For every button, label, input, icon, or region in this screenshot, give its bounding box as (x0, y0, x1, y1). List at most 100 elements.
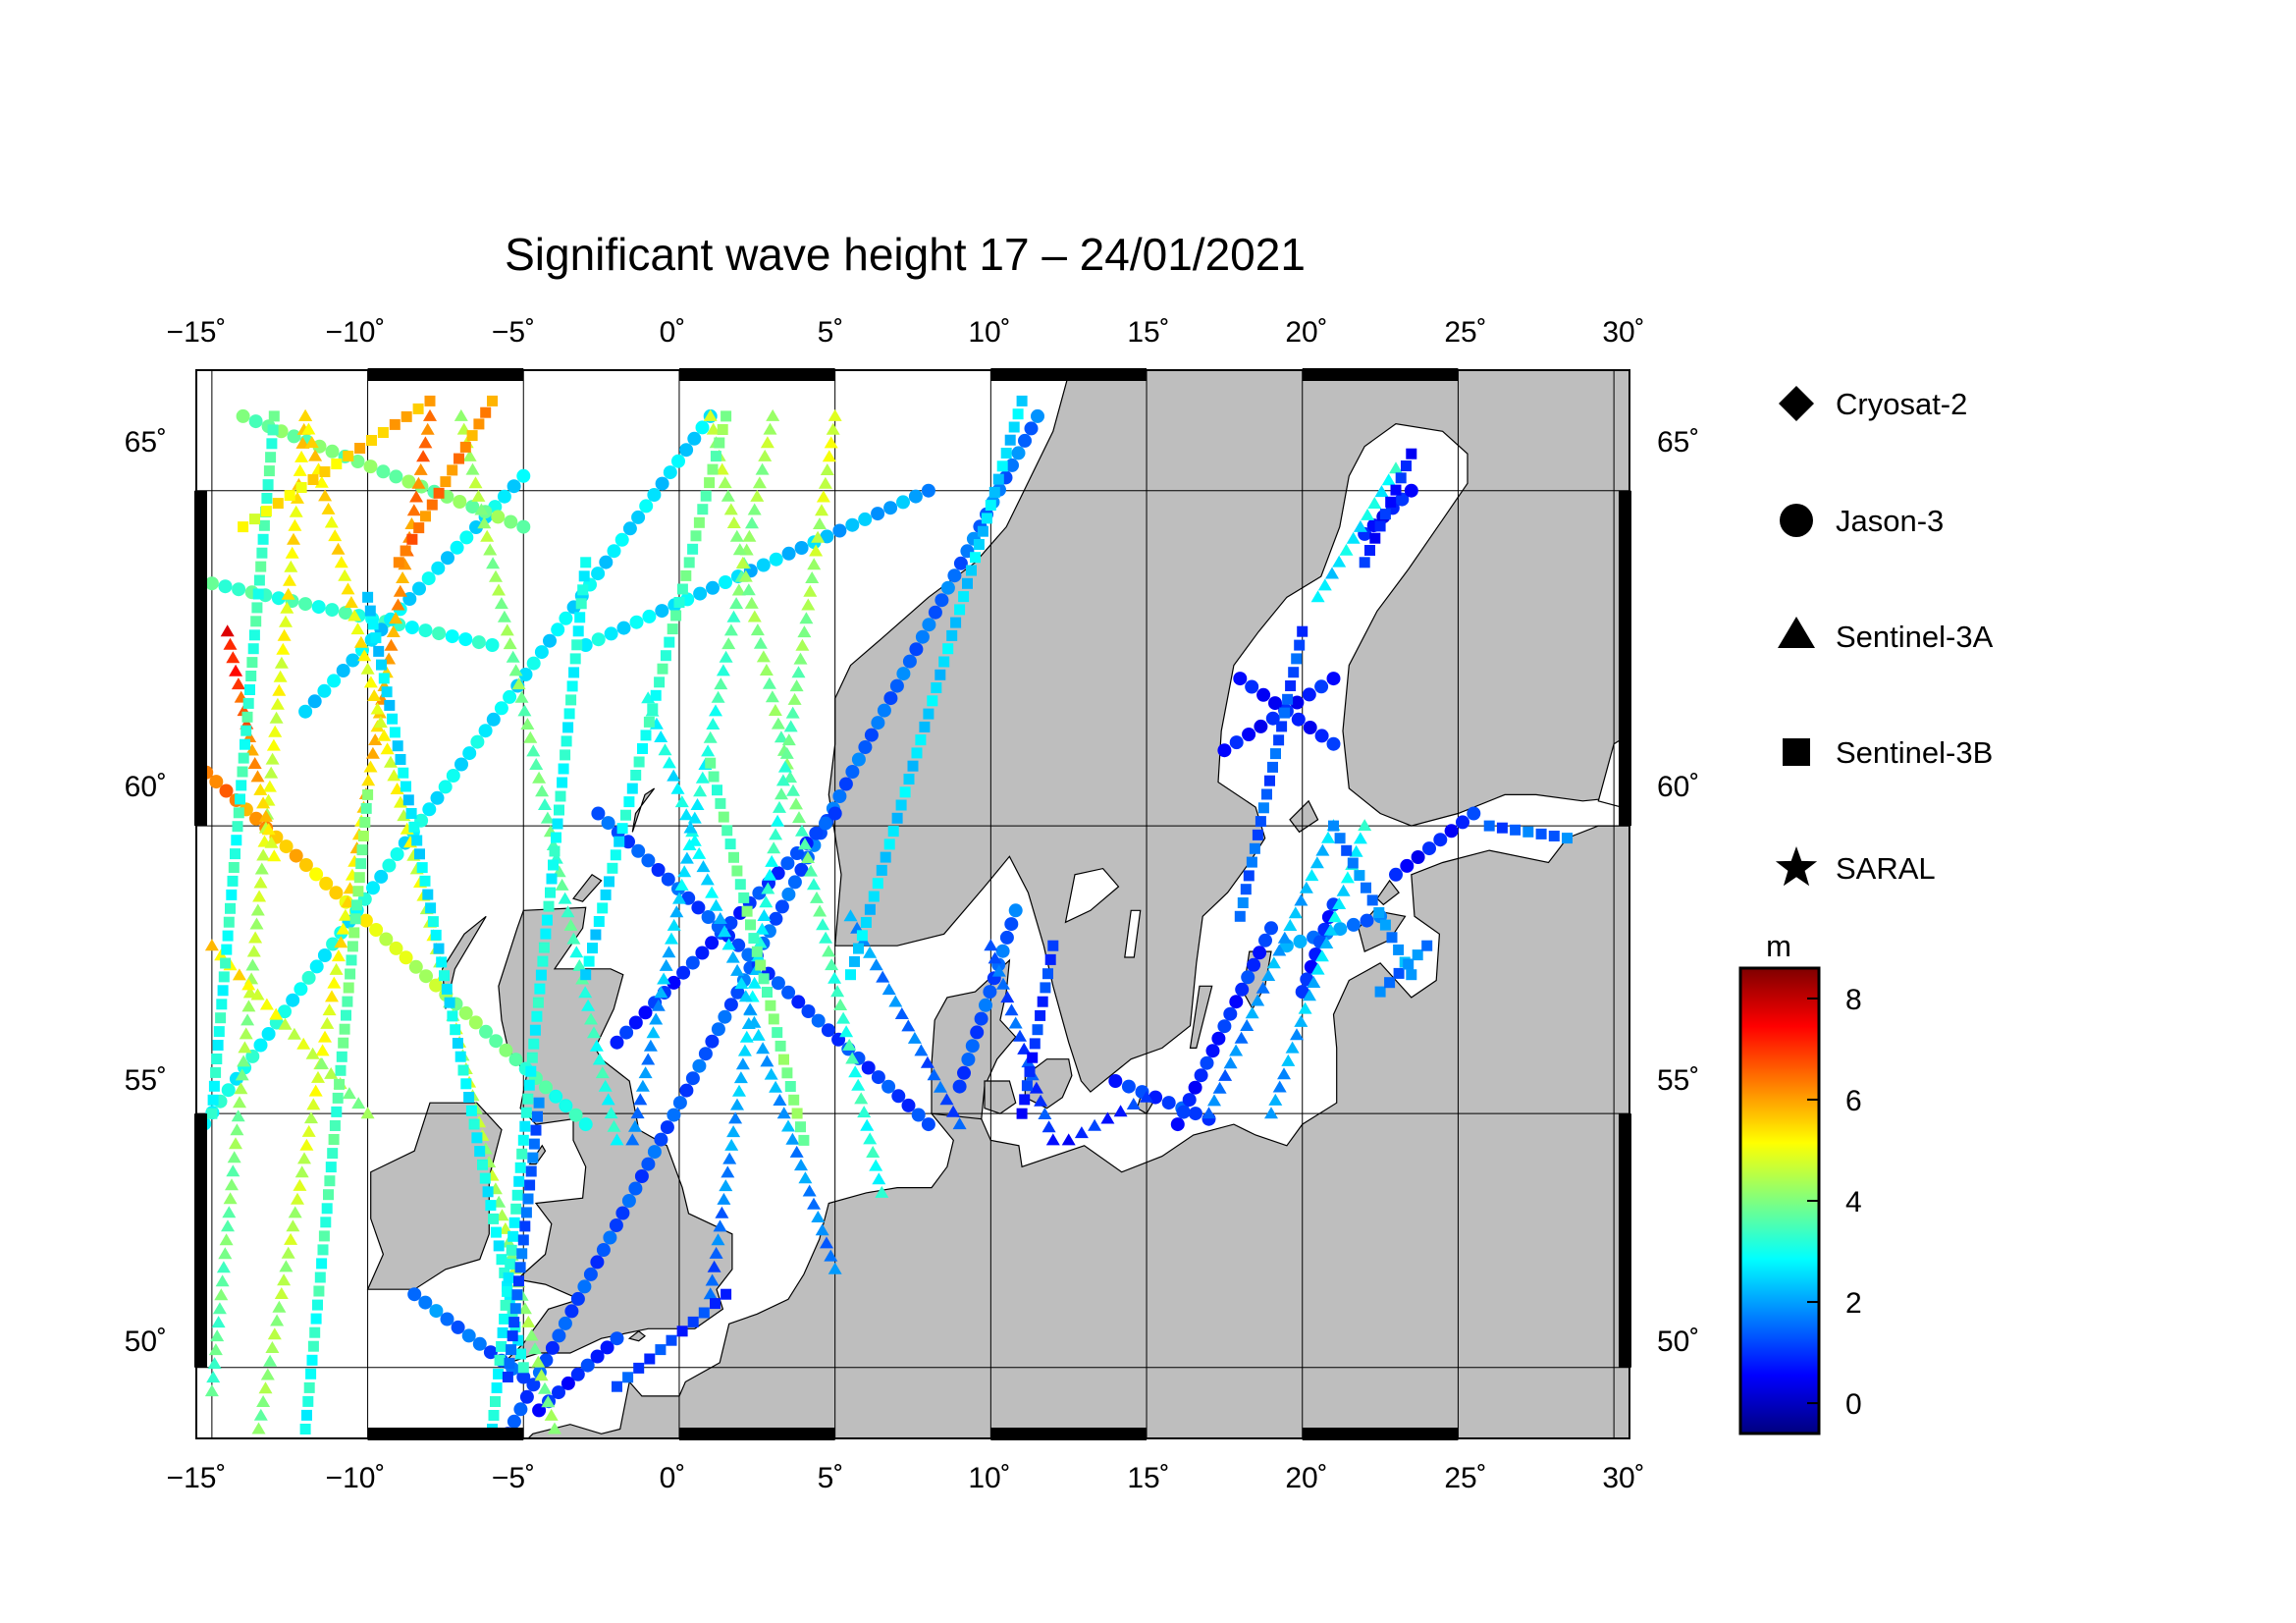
wave-height-point (294, 450, 309, 462)
wave-height-point (412, 403, 424, 414)
wave-height-point (676, 583, 688, 595)
wave-height-point (849, 955, 860, 967)
oland-land (1189, 985, 1213, 1049)
wave-height-point (440, 1312, 454, 1326)
wave-height-point (474, 1146, 486, 1158)
wave-height-point (378, 673, 390, 684)
wave-height-point (728, 851, 739, 863)
wave-height-point (894, 1007, 909, 1019)
wave-height-point (373, 645, 385, 657)
wave-height-point (603, 1230, 617, 1245)
wave-height-point (231, 835, 242, 846)
wave-height-point (744, 596, 759, 609)
wave-height-point (517, 1234, 529, 1246)
wave-height-point (672, 892, 686, 904)
wave-height-point (774, 899, 789, 914)
wave-height-point (321, 502, 336, 514)
wave-height-point (286, 993, 300, 1007)
wave-height-point (1361, 508, 1375, 520)
wave-height-point (370, 702, 385, 715)
wave-height-point (516, 519, 531, 534)
lon-label-bottom: 20˚ (1285, 1462, 1327, 1494)
wave-height-point (710, 451, 721, 462)
wave-height-point (331, 1106, 343, 1117)
wave-height-point (863, 1132, 878, 1145)
wave-height-point (714, 437, 725, 449)
wave-height-point (768, 704, 782, 716)
wave-height-point (580, 969, 592, 981)
wave-height-point (504, 514, 518, 529)
wave-height-point (232, 968, 246, 981)
wave-height-point (312, 439, 327, 454)
wave-height-point (528, 1342, 542, 1355)
wave-height-point (424, 395, 436, 406)
wave-height-point (519, 1389, 534, 1404)
wave-height-point (387, 713, 399, 725)
wave-height-point (995, 944, 1010, 958)
wave-height-point (1305, 869, 1319, 882)
wave-height-point (520, 718, 535, 730)
legend-item-sentinel-3a: Sentinel-3A (1778, 617, 1994, 654)
wave-height-point (795, 638, 810, 651)
wave-height-point (506, 1344, 517, 1356)
wave-height-point (1229, 995, 1244, 1009)
wave-height-point (578, 570, 590, 582)
wave-height-point (483, 1345, 498, 1360)
wave-height-point (1113, 1105, 1128, 1117)
wave-height-point (389, 727, 400, 738)
wave-height-point (235, 793, 245, 805)
wave-height-point (970, 1025, 985, 1040)
wave-height-point (402, 794, 414, 806)
wave-height-point (802, 1184, 817, 1197)
circle-marker-icon (1780, 504, 1813, 537)
wave-height-point (226, 1164, 240, 1177)
wave-height-point (809, 544, 824, 557)
lon-label-bottom: −5˚ (492, 1462, 535, 1494)
wave-height-point (369, 923, 384, 937)
wave-height-point (1332, 555, 1347, 568)
wave-height-point (566, 680, 578, 692)
wave-height-point (240, 738, 250, 750)
wave-height-point (294, 1165, 309, 1178)
wave-height-point (506, 1244, 517, 1256)
wave-height-point (507, 1330, 518, 1342)
wave-height-point (507, 1414, 521, 1429)
wave-height-point (687, 834, 702, 846)
wave-height-point (574, 612, 586, 623)
wave-height-point (1310, 590, 1325, 603)
wave-height-point (237, 1055, 251, 1067)
wave-height-point (630, 1107, 645, 1119)
wave-height-point (204, 939, 219, 951)
wave-height-point (1200, 1055, 1214, 1070)
wave-height-point (1264, 1107, 1278, 1119)
wave-height-point (320, 1217, 332, 1228)
wave-height-point (480, 529, 495, 542)
wave-height-point (1272, 944, 1287, 956)
wave-height-point (581, 999, 596, 1011)
wave-height-point (1273, 734, 1285, 746)
wave-height-point (1283, 919, 1298, 931)
wave-height-point (1037, 996, 1048, 1007)
wave-height-point (1406, 448, 1417, 460)
wave-height-point (238, 1041, 252, 1054)
wave-height-point (462, 746, 477, 761)
wave-height-point (1247, 957, 1261, 972)
wave-height-point (529, 758, 544, 770)
wave-height-point (651, 999, 666, 1011)
wave-height-point (807, 878, 821, 891)
wave-height-point (965, 1039, 980, 1054)
wave-height-point (272, 683, 287, 696)
wave-height-point (517, 704, 532, 717)
wave-height-point (279, 839, 294, 854)
wave-height-point (376, 464, 391, 479)
wave-height-point (723, 503, 738, 515)
wave-height-point (302, 1395, 314, 1407)
wave-height-point (511, 1189, 523, 1201)
wave-height-point (731, 938, 746, 952)
wave-height-point (626, 783, 638, 794)
wave-height-point (270, 1314, 285, 1326)
wave-height-point (1404, 483, 1418, 498)
wave-height-point (317, 683, 332, 698)
wave-height-point (494, 597, 508, 610)
